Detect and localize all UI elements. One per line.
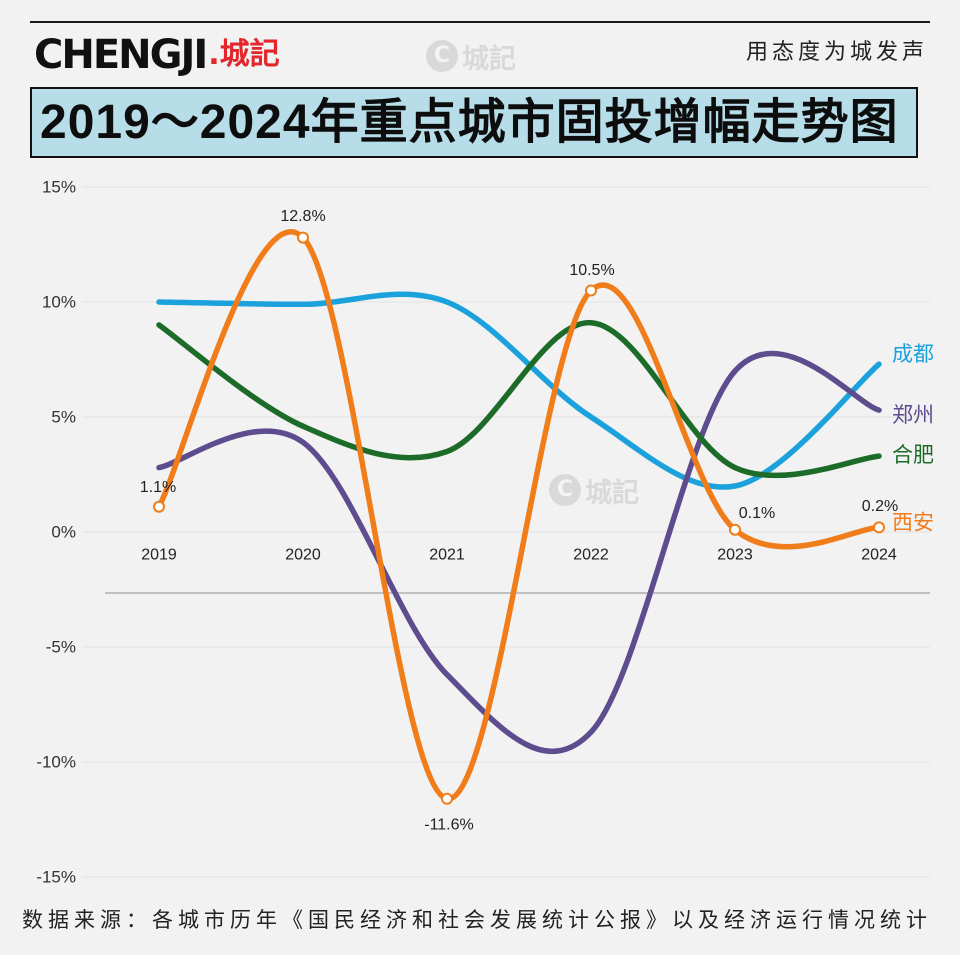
data-label-xian: 0.1%: [739, 505, 775, 522]
data-label-xian: 10.5%: [569, 262, 614, 279]
data-source-note: 数据来源：各城市历年《国民经济和社会发展统计公报》以及经济运行情况统计: [22, 908, 932, 932]
watermark: C 城記: [426, 38, 516, 75]
data-label-xian: 0.2%: [862, 498, 898, 515]
chart-title: 2019～2024年重点城市固投增幅走势图: [40, 96, 899, 149]
data-point-xian: [729, 523, 741, 536]
y-tick-label: -10%: [36, 753, 76, 772]
chengji-logo: CHENGJI.城記: [34, 32, 280, 78]
x-tick-label: 2024: [861, 547, 897, 564]
data-labels: 1.1% 12.8% -11.6% 10.5% 0.1% 0.2%: [140, 208, 898, 833]
data-point-xian: [297, 231, 309, 244]
series-lines: [156, 229, 882, 802]
title-box: 2019～2024年重点城市固投增幅走势图: [30, 87, 918, 158]
c-logo-icon: C: [426, 40, 458, 72]
y-axis: 15% 10% 5% 0% -5% -10% -15%: [36, 178, 76, 887]
series-name-chengdu: 成都: [892, 342, 934, 366]
series-line-chengdu: [156, 291, 882, 490]
data-point-xian: [873, 521, 885, 534]
x-tick-label: 2020: [285, 547, 321, 564]
data-label-xian: -11.6%: [424, 816, 474, 833]
x-tick-label: 2019: [141, 547, 177, 564]
x-axis: 2019 2020 2021 2022 2023 2024: [105, 547, 930, 594]
series-name-zhengzhou: 郑州: [892, 403, 934, 427]
y-tick-label: -5%: [46, 638, 76, 657]
y-tick-label: -15%: [36, 868, 76, 887]
y-tick-label: 5%: [51, 408, 76, 427]
x-tick-label: 2023: [717, 547, 753, 564]
y-tick-label: 10%: [42, 293, 76, 312]
watermark-text: 城記: [585, 477, 639, 509]
top-rule: [30, 21, 930, 23]
series-name-xian: 西安: [892, 510, 934, 534]
series-line-zhengzhou: [156, 350, 882, 755]
logo-latin-text: CHENGJI: [34, 32, 208, 78]
y-tick-label: 15%: [42, 178, 76, 197]
data-label-xian: 12.8%: [280, 208, 325, 225]
data-point-xian: [585, 284, 597, 297]
watermark-text: 城記: [462, 43, 516, 75]
data-point-xian: [153, 500, 165, 513]
y-tick-label: 0%: [51, 523, 76, 542]
x-tick-label: 2021: [429, 547, 465, 564]
gridlines: [82, 186, 930, 878]
data-points: [153, 231, 885, 805]
data-label-xian: 1.1%: [140, 479, 176, 496]
x-tick-label: 2022: [573, 547, 609, 564]
series-line-hefei: [156, 319, 882, 479]
logo-chinese-text: .城記: [208, 37, 280, 72]
watermark: C 城記: [549, 472, 639, 509]
tagline: 用态度为城发声: [746, 40, 929, 65]
c-logo-icon: C: [549, 474, 581, 506]
line-chart: 15% 10% 5% 0% -5% -10% -15% 2019 2020 2021 2022 202…: [36, 178, 934, 887]
series-name-hefei: 合肥: [892, 443, 934, 467]
series-line-xian: [156, 229, 882, 802]
data-point-xian: [441, 792, 453, 805]
